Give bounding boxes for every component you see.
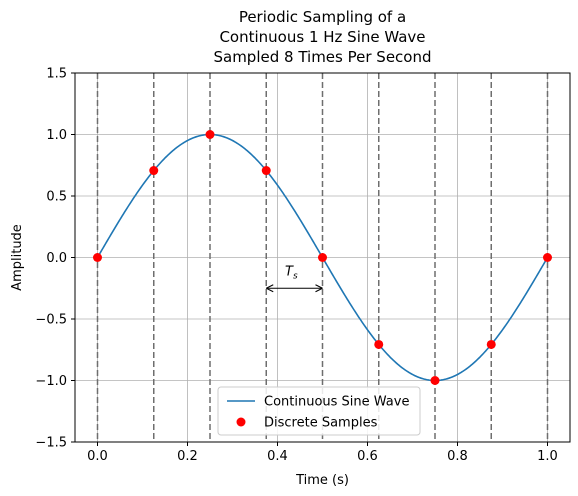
y-tick-label-1: −1.0 <box>35 374 67 389</box>
y-tick-label-5: 1.0 <box>46 128 67 143</box>
chart-title: Periodic Sampling of a Continuous 1 Hz Si… <box>213 8 431 66</box>
legend-swatch-samples <box>236 417 246 427</box>
y-tick-label-4: 0.5 <box>46 190 67 205</box>
period-label-main: T <box>285 264 294 279</box>
x-axis-label: Time (s) <box>295 473 349 488</box>
sample-point-0 <box>93 253 102 262</box>
x-tick-label-5: 1.0 <box>537 449 558 464</box>
sample-point-1 <box>149 166 159 176</box>
series <box>93 130 552 385</box>
sample-point-7 <box>486 339 496 349</box>
period-arrow-head-right <box>315 284 323 293</box>
sample-point-6 <box>430 376 440 385</box>
axis-labels: Time (s) Amplitude <box>10 224 349 488</box>
x-tick-label-2: 0.4 <box>267 449 288 464</box>
sample-point-8 <box>543 253 552 262</box>
y-tick-label-2: −0.5 <box>35 313 67 328</box>
sample-point-4 <box>318 253 327 262</box>
period-label: Ts <box>285 264 298 281</box>
sample-point-2 <box>205 130 215 139</box>
x-tick-label-4: 0.8 <box>447 449 468 464</box>
title-line-2: Continuous 1 Hz Sine Wave <box>219 28 425 46</box>
y-axis-label: Amplitude <box>10 224 25 291</box>
x-tick-label-3: 0.6 <box>357 449 378 464</box>
legend-label-sine: Continuous Sine Wave <box>264 395 409 410</box>
legend-box <box>217 386 421 436</box>
x-tick-label-1: 0.2 <box>177 449 198 464</box>
period-annotation: Ts <box>266 264 323 293</box>
y-tick-label-6: 1.5 <box>46 67 67 82</box>
legend: Continuous Sine Wave Discrete Samples <box>217 386 421 436</box>
title-line-3: Sampled 8 Times Per Second <box>213 48 431 66</box>
period-label-subscript: s <box>293 271 298 281</box>
y-tick-label-3: 0.0 <box>46 251 67 266</box>
axis-ticks: 0.0 0.2 0.4 0.6 0.8 1.0 −1.5 −1.0 −0.5 0.0 0.5 1.0 1… <box>35 67 557 465</box>
x-tick-label-0: 0.0 <box>87 449 108 464</box>
period-arrow-head-left <box>266 284 274 293</box>
sample-point-3 <box>261 166 271 176</box>
title-line-1: Periodic Sampling of a <box>239 8 406 26</box>
sample-point-5 <box>374 339 384 349</box>
legend-label-samples: Discrete Samples <box>264 416 378 431</box>
y-tick-label-0: −1.5 <box>35 436 67 451</box>
